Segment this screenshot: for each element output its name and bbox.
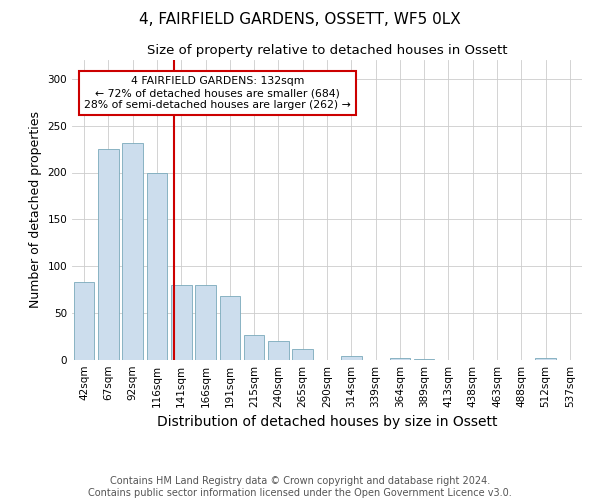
- Bar: [98, 149, 119, 360]
- Bar: [74, 282, 94, 360]
- Bar: [389, 358, 410, 360]
- Bar: [341, 356, 362, 360]
- Bar: [535, 358, 556, 360]
- Bar: [268, 341, 289, 360]
- Bar: [195, 285, 216, 360]
- Bar: [171, 285, 191, 360]
- Text: Contains HM Land Registry data © Crown copyright and database right 2024.
Contai: Contains HM Land Registry data © Crown c…: [88, 476, 512, 498]
- Bar: [244, 334, 265, 360]
- Bar: [414, 359, 434, 360]
- Text: 4 FAIRFIELD GARDENS: 132sqm
← 72% of detached houses are smaller (684)
28% of se: 4 FAIRFIELD GARDENS: 132sqm ← 72% of det…: [84, 76, 351, 110]
- Y-axis label: Number of detached properties: Number of detached properties: [29, 112, 42, 308]
- Bar: [146, 172, 167, 360]
- Bar: [122, 142, 143, 360]
- Bar: [292, 349, 313, 360]
- Text: 4, FAIRFIELD GARDENS, OSSETT, WF5 0LX: 4, FAIRFIELD GARDENS, OSSETT, WF5 0LX: [139, 12, 461, 28]
- Bar: [220, 296, 240, 360]
- Title: Size of property relative to detached houses in Ossett: Size of property relative to detached ho…: [147, 44, 507, 58]
- X-axis label: Distribution of detached houses by size in Ossett: Distribution of detached houses by size …: [157, 416, 497, 430]
